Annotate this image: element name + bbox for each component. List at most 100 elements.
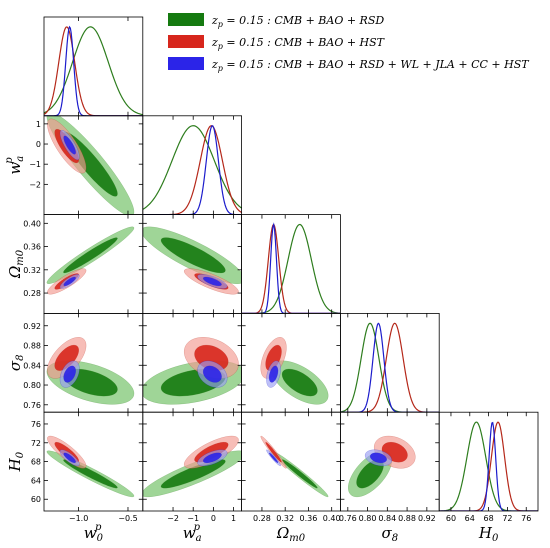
x-axis-label-2: Ωm0 xyxy=(276,524,306,544)
y-tick-label: 0.92 xyxy=(23,322,41,331)
legend-entry-2: zp = 0.15 : CMB + BAO + RSD + WL + JLA +… xyxy=(211,58,530,73)
marginal-series-1-0 xyxy=(44,26,143,116)
marginal-series-2-2 xyxy=(241,222,341,314)
y-tick-label: 0.88 xyxy=(23,342,41,351)
contour-inner-series-2-3-2 xyxy=(268,365,279,383)
marginal-panel-0 xyxy=(44,25,143,116)
y-axis-label-1: wap xyxy=(4,156,26,175)
contour-inner-series-2-4-0 xyxy=(63,452,76,464)
y-tick-label: 1 xyxy=(36,120,41,129)
legend-swatch-0 xyxy=(168,13,204,26)
y-tick-label: 68 xyxy=(31,458,41,467)
contour-inner-series-2-3-0 xyxy=(63,365,76,383)
panel-3-2 xyxy=(260,337,329,405)
y-axis-label-4: H0 xyxy=(6,451,26,472)
marginal-series-2-1 xyxy=(142,125,242,215)
contour-inner-series-0-2-1 xyxy=(160,237,226,274)
y-tick-label: 0 xyxy=(36,140,41,149)
marginal-series-1-1 xyxy=(142,125,242,215)
x-tick-label: −1 xyxy=(187,514,199,523)
y-tick-label: 64 xyxy=(31,476,41,485)
marginal-panel-1 xyxy=(142,125,242,215)
contour-inner-series-2-2-0 xyxy=(63,276,76,287)
panel-3-0 xyxy=(46,337,135,405)
contour-inner-series-1-4-2 xyxy=(265,441,282,463)
x-tick-label: 0.88 xyxy=(398,514,416,523)
contour-inner-series-2-2-1 xyxy=(202,276,222,287)
x-tick-label: 72 xyxy=(502,514,512,523)
y-tick-label: 0.28 xyxy=(23,289,41,298)
panel-2-1 xyxy=(142,226,242,295)
x-tick-label: 76 xyxy=(521,514,531,523)
contour-inner-series-0-4-3 xyxy=(356,459,384,489)
x-tick-label: 0.84 xyxy=(378,514,396,523)
legend-swatch-1 xyxy=(168,35,204,48)
panel-layer: −2−1010.280.320.360.400.760.800.840.880.… xyxy=(4,16,539,544)
x-axis-label-1: wap xyxy=(183,522,202,544)
x-tick-label: −0.5 xyxy=(118,514,137,523)
x-axis-label-3: σ8 xyxy=(381,524,398,544)
x-axis-label-4: H0 xyxy=(478,524,499,544)
panel-2-0 xyxy=(46,226,135,295)
x-tick-label: 60 xyxy=(446,514,456,523)
contour-inner-series-0-4-0 xyxy=(63,459,118,489)
x-tick-label: −2 xyxy=(167,514,179,523)
x-tick-label: 0.36 xyxy=(300,514,318,523)
x-tick-label: 64 xyxy=(465,514,475,523)
marginal-series-0-3 xyxy=(340,322,440,413)
x-tick-label: 1 xyxy=(231,514,236,523)
x-tick-label: 0.92 xyxy=(418,514,436,523)
contour-inner-series-0-4-2 xyxy=(281,459,318,489)
marginal-panel-2 xyxy=(241,222,341,314)
panel-3-1 xyxy=(142,337,242,405)
contour-inner-series-2-4-1 xyxy=(202,452,222,464)
y-tick-label: −1 xyxy=(29,160,41,169)
panel-frame-3-3 xyxy=(339,312,440,413)
x-tick-label: 0 xyxy=(211,514,216,523)
x-tick-label: −1.0 xyxy=(69,514,88,523)
contour-inner-series-2-4-2 xyxy=(268,452,279,464)
panel-frame-2-2 xyxy=(241,214,341,314)
x-tick-label: 0.32 xyxy=(276,514,294,523)
legend: zp = 0.15 : CMB + BAO + RSD zp = 0.15 : C… xyxy=(168,13,530,73)
contour-inner-series-2-4-3 xyxy=(369,452,387,464)
panel-4-3 xyxy=(348,435,416,498)
y-axis-label-2: Ωm0 xyxy=(6,249,26,279)
panel-frame-0-0 xyxy=(43,16,144,117)
contour-inner-series-2-3-1 xyxy=(202,365,222,383)
marginal-series-1-3 xyxy=(340,322,440,413)
y-tick-label: 0.40 xyxy=(23,219,41,228)
y-tick-label: 0.84 xyxy=(23,361,41,370)
x-tick-label: 0.80 xyxy=(359,514,377,523)
panel-frame-1-1 xyxy=(142,115,243,216)
contour-inner-series-0-3-2 xyxy=(281,368,318,397)
x-tick-label: 0.28 xyxy=(253,514,271,523)
marginal-series-0-0 xyxy=(44,26,143,116)
panel-4-1 xyxy=(142,435,242,498)
y-tick-label: −2 xyxy=(29,180,41,189)
y-tick-label: 0.76 xyxy=(23,401,41,410)
marginal-panel-3 xyxy=(340,322,440,413)
legend-entry-1: zp = 0.15 : CMB + BAO + HST xyxy=(211,36,386,51)
y-axis-label-3: σ8 xyxy=(6,354,26,371)
x-axis-label-0: w0p xyxy=(84,522,104,544)
y-tick-label: 0.80 xyxy=(23,381,41,390)
panel-4-0 xyxy=(46,435,135,498)
y-tick-label: 76 xyxy=(31,420,41,429)
y-tick-label: 0.36 xyxy=(23,243,41,252)
x-tick-label: 68 xyxy=(484,514,494,523)
y-tick-label: 0.32 xyxy=(23,266,41,275)
contour-inner-series-2-1-0 xyxy=(63,135,76,155)
marginal-series-0-1 xyxy=(142,125,242,210)
contour-inner-series-0-2-0 xyxy=(63,237,118,274)
marginal-series-1-2 xyxy=(241,223,341,314)
marginal-series-2-0 xyxy=(44,25,143,116)
panel-4-2 xyxy=(260,435,329,498)
marginal-series-2-4 xyxy=(439,421,538,512)
y-tick-label: 72 xyxy=(31,439,41,448)
y-tick-label: 60 xyxy=(31,495,41,504)
panel-1-0 xyxy=(46,115,135,215)
marginal-panel-4 xyxy=(439,421,538,512)
marginal-series-0-2 xyxy=(241,223,341,314)
